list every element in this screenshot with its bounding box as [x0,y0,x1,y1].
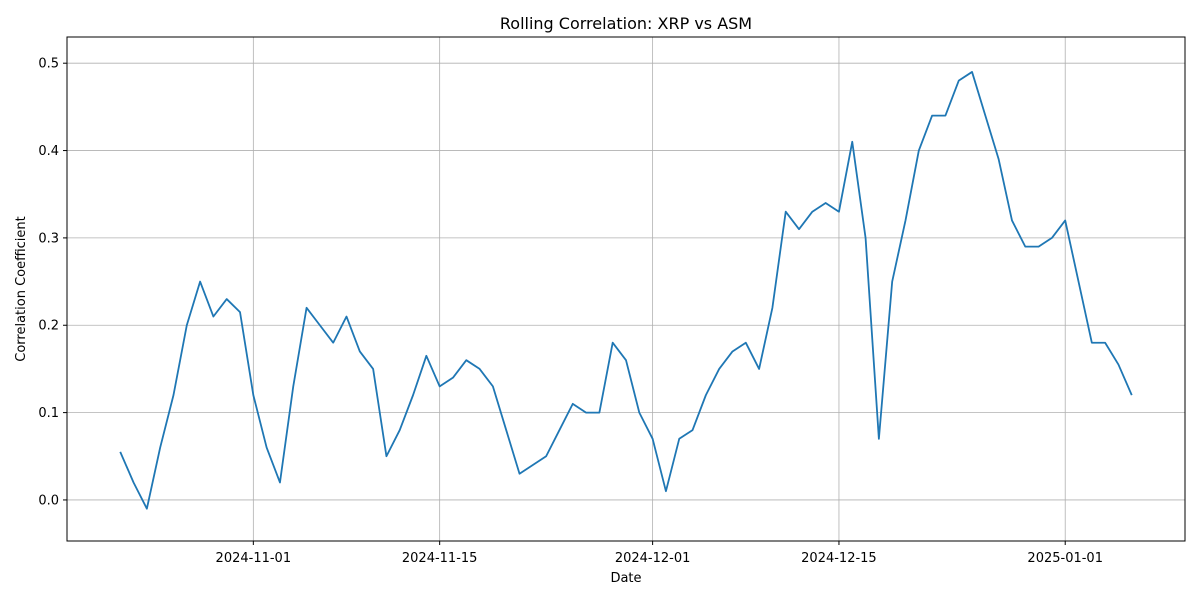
y-tick-label: 0.3 [38,231,59,246]
plot-frame [66,36,1186,542]
y-tick-label: 0.4 [38,144,59,159]
x-tick-label: 2025-01-01 [1027,551,1103,566]
data-line [119,71,1133,510]
x-tick-label: 2024-12-01 [615,551,691,566]
y-tick-label: 0.1 [38,406,59,421]
x-tick-label: 2024-11-15 [402,551,478,566]
y-axis-label: Correlation Coefficient [14,216,29,362]
x-axis-label: Date [610,571,641,586]
x-tick-label: 2024-11-01 [216,551,292,566]
y-tick-label: 0.0 [38,493,59,508]
x-tick-label: 2024-12-15 [801,551,877,566]
chart-title: Rolling Correlation: XRP vs ASM [500,14,752,33]
y-tick-label: 0.5 [38,57,59,72]
y-tick-label: 0.2 [38,319,59,334]
